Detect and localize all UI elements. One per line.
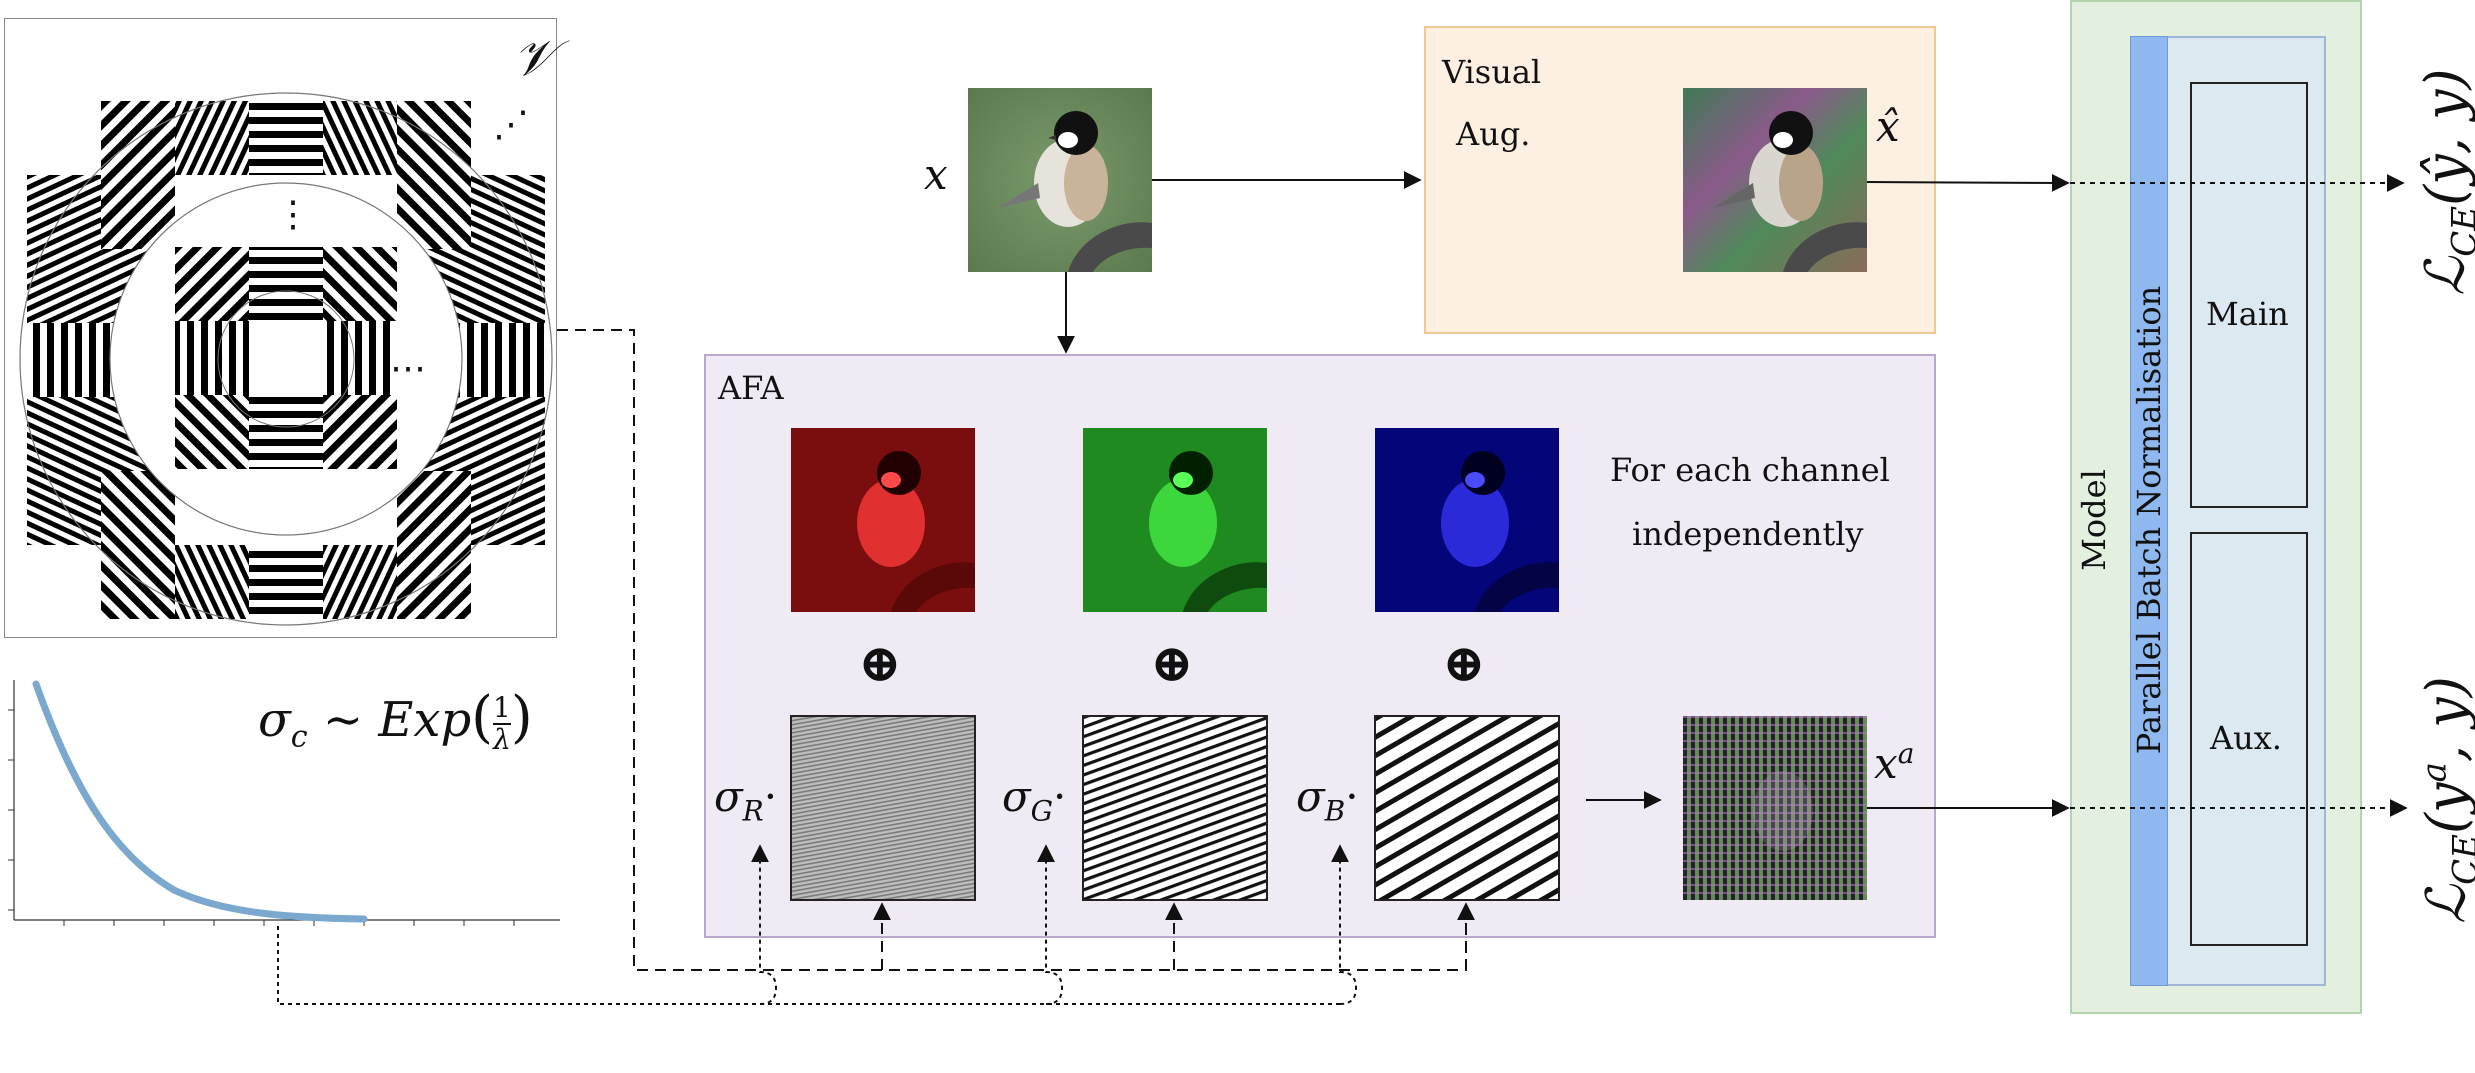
loss-top-symbol: ℒ <box>2413 256 2475 296</box>
filter-bank-pattern <box>19 92 553 626</box>
afa-title: AFA <box>718 369 784 407</box>
sigma-b: σ <box>1296 772 1325 821</box>
pbn-bar <box>2130 36 2168 986</box>
formula-frac-den: λ <box>493 722 511 756</box>
filter-ring-inner <box>175 247 397 469</box>
noise-pattern-blue <box>1374 715 1560 901</box>
filter-bank-symbol: 𝒱 <box>513 29 555 87</box>
sigma-b-label: σB· <box>1296 776 1359 825</box>
visual-aug-output-label: x̂ <box>1876 102 1900 151</box>
sigma-r-dot: · <box>763 772 778 821</box>
loss-bottom: ℒCE(ya, y) <box>2414 676 2475 924</box>
sigma-r: σ <box>714 772 743 821</box>
distribution-formula: σc ∼ Exp(1 λ) <box>258 685 533 756</box>
afa-note-line1: For each channel <box>1610 451 1890 489</box>
sigma-g: σ <box>1002 772 1031 821</box>
visual-aug-title-line1: Visual <box>1442 53 1542 91</box>
sigma-g-dot: · <box>1053 772 1067 821</box>
formula-exp: Exp <box>378 692 472 748</box>
afa-output-image <box>1683 716 1867 900</box>
exponential-distribution-plot <box>8 680 560 926</box>
sigma-g-label: σG· <box>1002 776 1066 825</box>
formula-frac-num: 1 <box>493 691 511 725</box>
augmented-bird-image <box>1683 88 1867 272</box>
formula-sigma-sub: c <box>290 719 308 755</box>
sigma-g-sub: G <box>1030 794 1054 828</box>
loss-bottom-args-post: , y) <box>2414 676 2475 763</box>
filter-bank-panel: 𝒱 ⋰ ⋮ ⋯ <box>4 18 557 638</box>
blue-channel-image <box>1375 428 1559 612</box>
loss-bottom-args-pre: (y <box>2414 782 2475 835</box>
afa-output-sup: a <box>1897 737 1915 770</box>
plus-symbol-green: ⊕ <box>1150 633 1194 694</box>
loss-bottom-symbol: ℒ <box>2414 884 2475 924</box>
sigma-r-label: σR· <box>714 776 777 825</box>
input-bird-image <box>968 88 1152 272</box>
plus-symbol-blue: ⊕ <box>1442 633 1486 694</box>
main-block <box>2190 82 2308 508</box>
afa-output-x: x <box>1874 739 1898 788</box>
formula-sigma: σ <box>258 692 291 748</box>
loss-top-args: (ŷ, y) <box>2413 68 2475 206</box>
aux-label: Aux. <box>2210 719 2282 757</box>
filter-bank-dots-right: ⋯ <box>390 348 426 389</box>
sigma-b-sub: B <box>1324 794 1346 828</box>
loss-top: ℒCE(ŷ, y) <box>2414 68 2475 295</box>
formula-tilde: ∼ <box>322 692 364 748</box>
exponential-curve <box>32 680 368 923</box>
aux-block <box>2190 532 2308 946</box>
loss-top-sub: CE <box>2444 205 2475 257</box>
filter-ring-outer-circle <box>19 92 553 626</box>
main-label: Main <box>2206 295 2289 333</box>
plus-symbol-red: ⊕ <box>858 633 902 694</box>
loss-bottom-sub: CE <box>2445 834 2475 885</box>
filter-bank-dots-corner: ⋰ <box>493 104 529 145</box>
model-title: Model <box>2075 469 2113 571</box>
input-label: x <box>924 150 948 199</box>
afa-note-line2: independently <box>1632 515 1864 553</box>
green-channel-image <box>1083 428 1267 612</box>
visual-aug-title-line2: Aug. <box>1456 115 1531 153</box>
loss-bottom-args-sup: a <box>2414 762 2455 783</box>
afa-output-label: xa <box>1874 740 1914 785</box>
pbn-label: Parallel Batch Normalisation <box>2130 285 2168 755</box>
sigma-b-dot: · <box>1345 772 1359 821</box>
red-channel-image <box>791 428 975 612</box>
sigma-r-sub: R <box>742 794 764 828</box>
filter-bank-dots-top: ⋮ <box>275 194 311 235</box>
noise-pattern-red <box>790 715 976 901</box>
noise-pattern-green <box>1082 715 1268 901</box>
